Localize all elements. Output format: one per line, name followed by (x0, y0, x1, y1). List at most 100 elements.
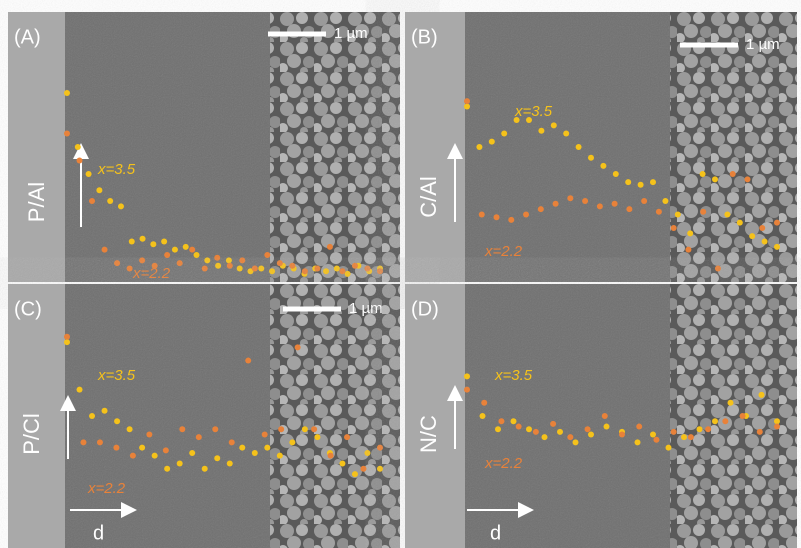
profile-dot (339, 268, 346, 275)
profile-dot (526, 117, 532, 123)
profile-dot (625, 179, 632, 186)
profile-dot (493, 214, 500, 221)
panel-label: (C) (14, 298, 42, 320)
profile-dot (596, 203, 603, 210)
profile-dot (204, 257, 211, 264)
profile-dot (189, 246, 196, 253)
profile-dot (351, 471, 358, 478)
series-annotation: x=2.2 (132, 265, 171, 282)
profile-dot (278, 426, 285, 433)
profile-dot (532, 428, 539, 435)
profile-dot (150, 241, 157, 248)
profile-dot (333, 265, 340, 272)
profile-dot (74, 144, 81, 150)
profile-dot (515, 423, 522, 430)
profile-dot (289, 262, 296, 269)
profile-dot (151, 452, 158, 459)
grain-region (270, 12, 400, 282)
panel: (B) 1 µm C/Al x=3.5 x=2.2 (405, 12, 797, 282)
profile-dot (76, 386, 83, 393)
profile-dot (261, 431, 268, 438)
profile-dot (498, 418, 505, 425)
series-annotation: x=3.5 (514, 103, 553, 120)
profile-dot (653, 436, 660, 443)
profile-dot (126, 265, 133, 272)
direction-label: d (490, 522, 501, 544)
profile-dot (195, 434, 202, 441)
scale-text: 1 µm (349, 300, 383, 317)
profile-dot (756, 428, 763, 435)
panel-label: (A) (14, 26, 41, 48)
profile-dot (774, 423, 780, 430)
profile-dot (377, 268, 383, 275)
series-annotation: x=2.2 (484, 243, 523, 260)
profile-dot (761, 238, 768, 245)
profile-dot (729, 171, 736, 177)
series-annotation: x=3.5 (97, 161, 136, 178)
profile-dot (251, 265, 258, 272)
profile-dot (201, 465, 208, 472)
profile-dot (80, 439, 87, 446)
profile-dot (76, 157, 83, 164)
profile-dot (575, 144, 582, 150)
profile-dot (537, 206, 544, 213)
profile-dot (264, 252, 271, 258)
profile-dot (481, 399, 488, 406)
profile-dot (164, 252, 171, 258)
axis-label: P/Al (24, 182, 49, 222)
profile-dot (588, 154, 594, 161)
profile-dot (161, 238, 168, 245)
profile-dot (182, 243, 189, 250)
profile-dot (276, 260, 283, 267)
profile-dot (114, 260, 121, 267)
profile-dot (714, 265, 721, 272)
profile-dot (552, 200, 559, 207)
profile-dot (712, 176, 718, 183)
series-annotation: x=2.2 (87, 480, 126, 497)
profile-dot (64, 339, 70, 346)
profile-dot (650, 179, 656, 186)
profile-dot (774, 219, 780, 226)
profile-dot (550, 122, 557, 129)
profile-dot (557, 428, 563, 435)
series-annotation: x=2.2 (484, 455, 523, 472)
profile-dot (696, 426, 703, 433)
profile-dot (176, 460, 183, 467)
profile-dot (685, 246, 692, 253)
profile-dot (129, 452, 136, 459)
profile-dot (276, 452, 283, 459)
profile-dot (603, 423, 610, 430)
grain-region (270, 284, 400, 548)
profile-dot (151, 262, 158, 269)
profile-dot (550, 420, 557, 427)
profile-dot (744, 176, 751, 183)
profile-dot (311, 426, 318, 433)
profile-dot (344, 270, 351, 277)
profile-dot (478, 211, 485, 218)
profile-dot (681, 434, 687, 441)
grain-region (670, 12, 797, 282)
profile-dot (601, 413, 608, 419)
profile-dot (226, 262, 233, 269)
profile-dot (113, 444, 120, 451)
profile-dot (258, 265, 265, 272)
profile-dot (670, 225, 677, 231)
profile-dot (351, 262, 358, 269)
grain-region (670, 284, 797, 548)
profile-dot (327, 452, 334, 459)
profile-dot (705, 426, 712, 433)
profile-dot (736, 219, 743, 226)
profile-dot (162, 447, 169, 454)
profile-dot (636, 423, 643, 430)
profile-dot (189, 449, 196, 456)
profile-dot (464, 373, 470, 380)
profile-dot (523, 211, 530, 218)
profile-dot (572, 439, 579, 446)
series-annotation: x=3.5 (494, 367, 533, 384)
panel: (C) 1 µm P/Cl d x=3.5 x=2.2 (8, 284, 400, 548)
profile-dot (239, 444, 246, 451)
profile-dot (759, 225, 766, 231)
profile-dot (377, 465, 383, 472)
profile-dot (774, 418, 780, 425)
profile-dot (101, 246, 108, 253)
